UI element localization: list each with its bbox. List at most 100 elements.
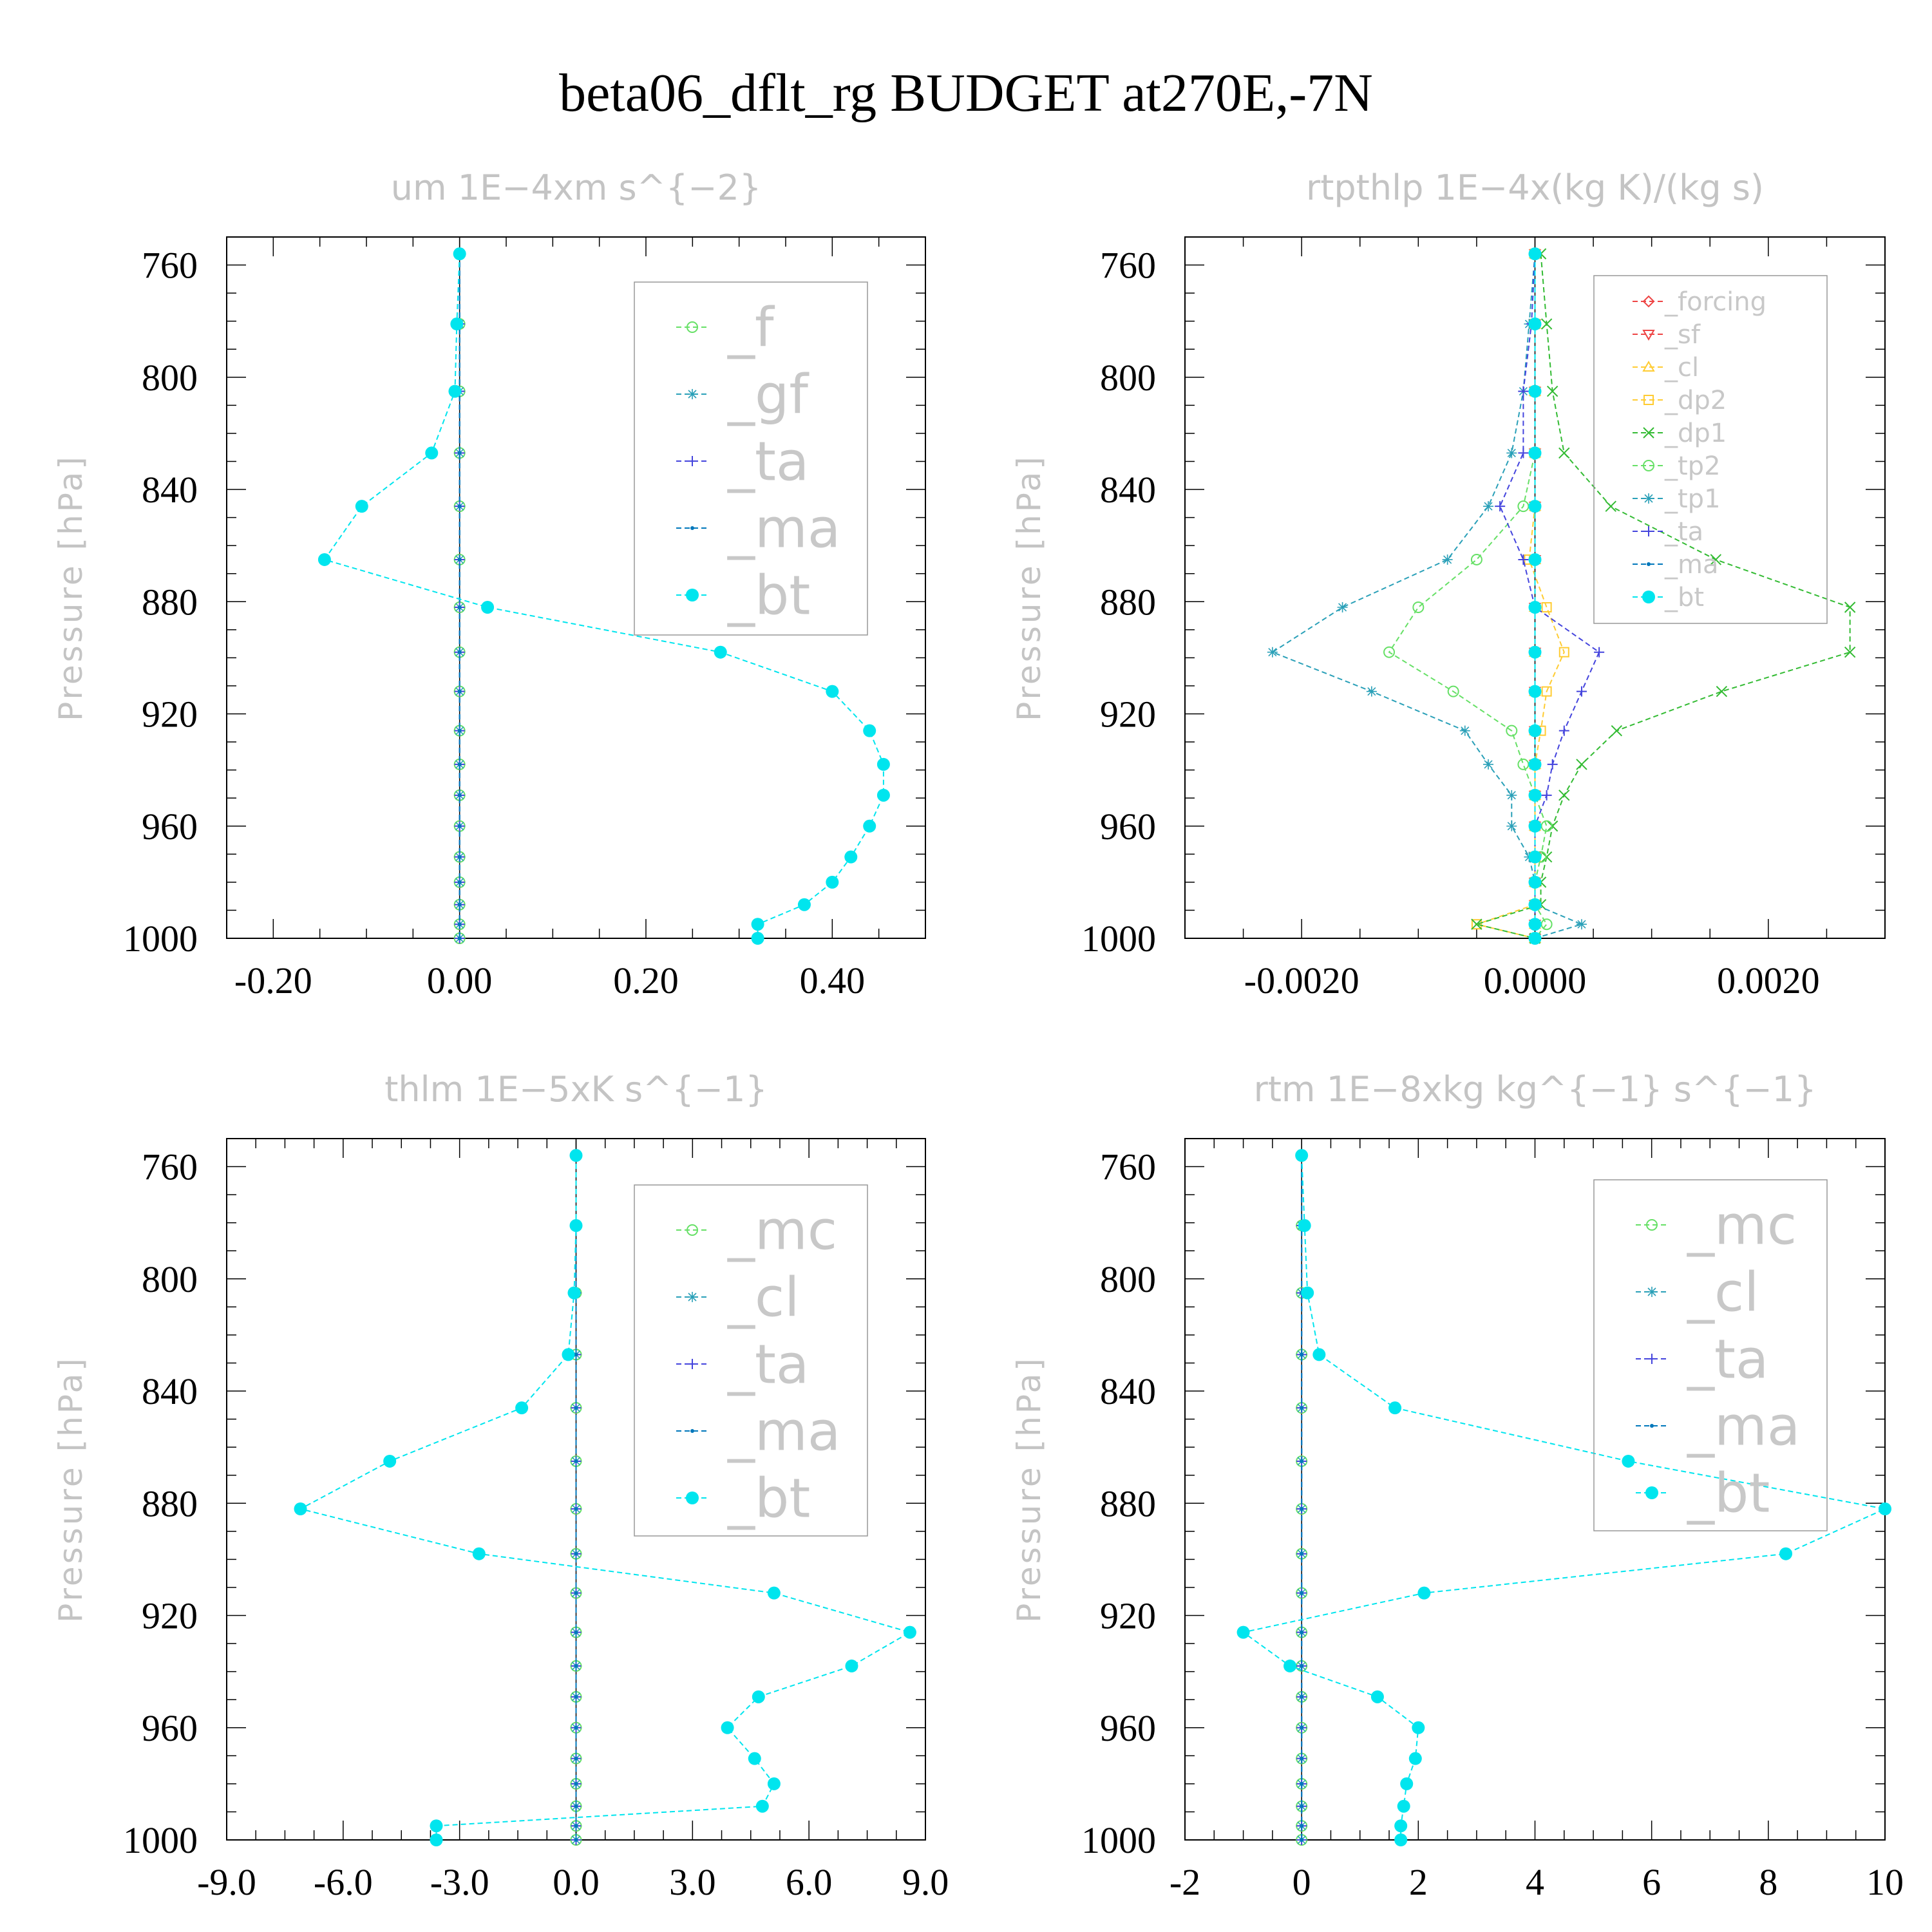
data-point (1300, 1694, 1304, 1699)
data-point (1540, 851, 1553, 863)
data-point (1300, 1824, 1304, 1828)
legend-entry: _ta (1664, 517, 1703, 547)
y-tick-label: 960 (1100, 806, 1156, 848)
data-point (574, 1804, 578, 1808)
legend-box (634, 281, 868, 636)
data-point (1394, 1833, 1408, 1846)
data-point (457, 451, 462, 455)
legend-marker (690, 1429, 694, 1433)
legend-entry: _cl (727, 1265, 800, 1329)
data-point (515, 1401, 529, 1415)
data-point (1540, 918, 1553, 931)
legend-marker (1643, 460, 1654, 471)
series-bt (294, 1149, 916, 1846)
y-tick-label: 1000 (123, 918, 198, 960)
data-point (721, 1721, 734, 1734)
data-point (1366, 686, 1377, 697)
data-point (1546, 820, 1558, 832)
data-point (457, 902, 462, 907)
data-point (1528, 898, 1542, 911)
data-point (569, 1149, 583, 1162)
y-tick-label: 960 (1100, 1707, 1156, 1749)
data-point (1300, 1838, 1304, 1842)
x-tick-label: -0.20 (234, 960, 312, 1001)
data-point (574, 1591, 578, 1595)
data-point (1470, 553, 1482, 565)
data-point (1558, 725, 1569, 736)
legend-marker (1643, 526, 1654, 536)
chart-panel-4: rtm 1E−8xkg kg^{−1} s^{−1} Pressure [hPa]… (1010, 1069, 1904, 1903)
data-point (1528, 918, 1542, 931)
data-point (430, 1819, 443, 1833)
data-point (574, 1551, 578, 1556)
y-tick-label: 1000 (123, 1819, 198, 1861)
legend-entry: _ma (727, 1399, 840, 1463)
data-point (1576, 759, 1587, 770)
data-point (457, 557, 462, 562)
data-point (1412, 601, 1425, 613)
data-point (1300, 1781, 1304, 1786)
y-tick-label: 800 (142, 357, 198, 399)
legend-entry: _f (727, 296, 775, 359)
x-tick-label: 2 (1409, 1861, 1428, 1903)
x-tick-label: 10 (1866, 1861, 1904, 1903)
y-tick-label: 840 (142, 1370, 198, 1412)
data-point (1518, 448, 1529, 459)
data-point (1528, 645, 1542, 659)
y-axis-label: Pressure [hPa] (1010, 1356, 1048, 1623)
data-point (355, 500, 368, 513)
legend-entry: _tp1 (1664, 484, 1721, 514)
data-point (1844, 646, 1856, 658)
x-tick-label: 0 (1293, 1861, 1311, 1903)
legend-entry: _bt (1687, 1461, 1770, 1524)
legend-marker (686, 589, 699, 601)
series-dp2 (1471, 249, 1569, 943)
data-point (1283, 1659, 1297, 1672)
series-line (323, 254, 884, 938)
data-point (1300, 1551, 1304, 1556)
x-tick-label: 3.0 (669, 1861, 716, 1903)
data-point (1716, 685, 1728, 697)
data-point (1300, 1630, 1304, 1634)
legend-entry: _ta (727, 1332, 809, 1396)
legend-entry: _ta (1687, 1327, 1768, 1390)
legend-marker (1642, 330, 1655, 341)
data-point (1483, 501, 1494, 512)
data-point (1300, 1406, 1304, 1410)
data-point (457, 922, 462, 927)
data-point (1528, 317, 1542, 331)
y-tick-label: 760 (1100, 1146, 1156, 1188)
legend-marker (1645, 1486, 1658, 1499)
legend: _f_gf_ta_ma_bt (634, 281, 868, 636)
y-tick-label: 960 (142, 1707, 198, 1749)
series-dp1 (1471, 248, 1856, 944)
data-point (767, 1586, 781, 1600)
data-point (1300, 1663, 1304, 1668)
data-point (1471, 918, 1482, 930)
legend-marker (1643, 493, 1654, 504)
legend-marker (687, 1359, 697, 1369)
y-tick-label: 800 (142, 1258, 198, 1300)
data-point (1517, 758, 1530, 770)
x-tick-label: -9.0 (197, 1861, 256, 1903)
legend-entry: _sf (1664, 320, 1701, 350)
data-point (574, 1352, 578, 1357)
legend-box (634, 1184, 868, 1537)
data-point (1576, 919, 1587, 930)
data-point (457, 728, 462, 733)
legend-box (1593, 275, 1828, 624)
data-point (1388, 1401, 1402, 1415)
data-point (755, 1799, 769, 1813)
legend-entry: _dp1 (1664, 419, 1727, 448)
y-tick-label: 840 (1100, 469, 1156, 511)
panel-title: thlm 1E−5xK s^{−1} (384, 1069, 767, 1110)
data-point (574, 1406, 578, 1410)
legend-marker (687, 1292, 697, 1302)
panel-title: um 1E−4xm s^{−2} (391, 167, 762, 208)
legend-marker (1643, 395, 1654, 405)
data-point (1408, 1752, 1422, 1765)
legend-entry: _cl (1687, 1260, 1759, 1323)
legend: _forcing_sf_cl _dp2 _dp1 _tp2_tp1_ta_ma _bt (1593, 275, 1828, 624)
data-point (1576, 686, 1587, 697)
